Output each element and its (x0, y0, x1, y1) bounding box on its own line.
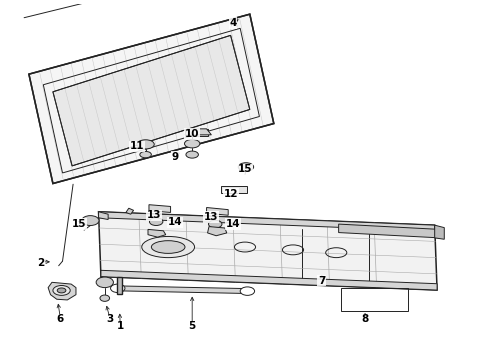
Ellipse shape (142, 237, 195, 258)
Text: 8: 8 (362, 314, 368, 324)
Text: 6: 6 (56, 314, 64, 324)
Polygon shape (148, 229, 166, 237)
Bar (117, 277, 122, 294)
Polygon shape (185, 129, 211, 135)
Text: 14: 14 (226, 219, 240, 229)
Bar (341, 288, 408, 311)
Ellipse shape (151, 241, 185, 253)
Polygon shape (149, 205, 171, 212)
Polygon shape (29, 14, 274, 184)
Ellipse shape (140, 152, 151, 158)
Text: 7: 7 (318, 275, 325, 285)
Polygon shape (48, 282, 76, 300)
Polygon shape (98, 277, 111, 286)
Bar (221, 186, 247, 193)
Polygon shape (98, 212, 435, 231)
Ellipse shape (149, 218, 163, 225)
Text: 13: 13 (147, 210, 161, 220)
Text: 15: 15 (238, 165, 252, 174)
Text: 15: 15 (72, 219, 87, 229)
Polygon shape (435, 225, 444, 239)
Ellipse shape (240, 287, 255, 295)
Ellipse shape (137, 140, 154, 149)
Ellipse shape (100, 295, 110, 301)
Polygon shape (208, 226, 227, 236)
Polygon shape (98, 212, 108, 220)
Polygon shape (339, 224, 440, 238)
Text: 13: 13 (204, 212, 219, 222)
Text: 3: 3 (106, 314, 113, 324)
Ellipse shape (238, 163, 254, 171)
Text: 10: 10 (185, 129, 199, 139)
Text: 11: 11 (130, 141, 144, 152)
Polygon shape (98, 212, 437, 290)
Ellipse shape (96, 277, 113, 288)
Text: 2: 2 (37, 258, 45, 268)
Text: 12: 12 (223, 189, 238, 199)
Text: 1: 1 (117, 321, 124, 332)
Text: 14: 14 (168, 217, 183, 227)
Ellipse shape (82, 216, 99, 225)
Polygon shape (53, 35, 250, 166)
Bar (185, 129, 208, 136)
Text: 9: 9 (172, 152, 179, 162)
Polygon shape (115, 286, 252, 294)
Ellipse shape (111, 284, 125, 293)
Ellipse shape (186, 151, 198, 158)
Polygon shape (101, 270, 437, 290)
Text: 5: 5 (189, 321, 196, 332)
Ellipse shape (185, 139, 200, 148)
Text: 4: 4 (229, 18, 237, 28)
Ellipse shape (209, 220, 222, 228)
Polygon shape (126, 208, 134, 214)
Ellipse shape (53, 285, 70, 295)
Ellipse shape (57, 288, 66, 293)
Polygon shape (207, 207, 228, 215)
